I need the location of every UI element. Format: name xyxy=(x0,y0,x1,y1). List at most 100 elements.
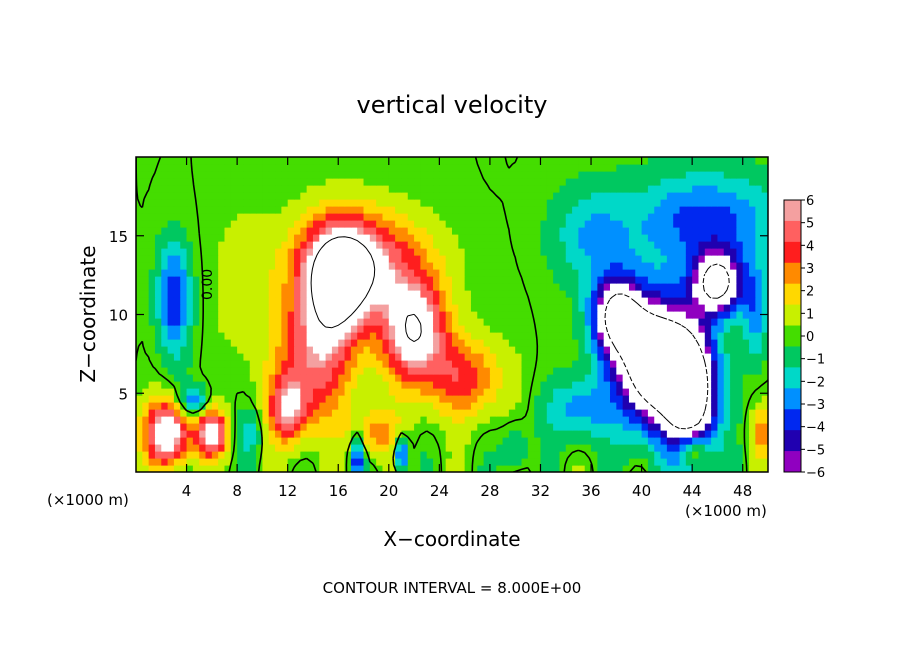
heatmap-cell xyxy=(275,325,282,333)
heatmap-cell xyxy=(199,213,207,221)
heatmap-cell xyxy=(167,234,175,242)
heatmap-cell xyxy=(742,157,750,165)
heatmap-cell xyxy=(477,234,485,242)
heatmap-cell xyxy=(300,339,308,347)
heatmap-cell xyxy=(148,353,156,361)
heatmap-cell xyxy=(439,164,447,172)
heatmap-cell xyxy=(723,220,731,228)
heatmap-cell xyxy=(654,213,662,221)
heatmap-cell xyxy=(452,241,459,249)
heatmap-cell xyxy=(401,388,409,396)
heatmap-cell xyxy=(723,409,731,417)
heatmap-cell xyxy=(534,178,542,186)
heatmap-cell xyxy=(717,192,725,200)
heatmap-cell xyxy=(401,255,409,263)
heatmap-cell xyxy=(142,290,150,298)
heatmap-cell xyxy=(382,192,390,200)
heatmap-cell xyxy=(224,248,232,256)
heatmap-cell xyxy=(439,262,447,270)
heatmap-cell xyxy=(742,318,750,326)
heatmap-cell xyxy=(711,220,719,228)
heatmap-cell xyxy=(420,297,428,305)
heatmap-cell xyxy=(218,346,226,354)
heatmap-cell xyxy=(527,290,535,298)
heatmap-cell xyxy=(578,332,586,340)
heatmap-cell xyxy=(717,437,725,445)
heatmap-cell xyxy=(711,395,719,403)
heatmap-cell xyxy=(205,437,213,445)
heatmap-cell xyxy=(350,185,358,193)
heatmap-cell xyxy=(388,157,396,165)
heatmap-cell xyxy=(464,318,472,326)
heatmap-cell xyxy=(281,332,289,340)
heatmap-cell xyxy=(382,311,390,319)
heatmap-cell xyxy=(192,332,200,340)
heatmap-cell xyxy=(388,311,396,319)
heatmap-cell xyxy=(723,437,731,445)
heatmap-cell xyxy=(256,409,263,417)
heatmap-cell xyxy=(749,465,756,472)
heatmap-cell xyxy=(742,402,750,410)
heatmap-cell xyxy=(243,465,251,472)
heatmap-cell xyxy=(350,290,358,298)
heatmap-cell xyxy=(186,241,194,249)
heatmap-cell xyxy=(275,276,282,284)
heatmap-cell xyxy=(350,346,358,354)
heatmap-cell xyxy=(597,402,605,410)
heatmap-cell xyxy=(496,395,504,403)
heatmap-cell xyxy=(237,199,245,207)
heatmap-cell xyxy=(761,360,768,368)
heatmap-cell xyxy=(527,367,535,375)
heatmap-cell xyxy=(369,374,377,382)
heatmap-cell xyxy=(483,353,491,361)
heatmap-cell xyxy=(363,346,371,354)
heatmap-cell xyxy=(180,220,188,228)
heatmap-cell xyxy=(692,283,700,291)
heatmap-cell xyxy=(641,220,649,228)
contour-interval-note: CONTOUR INTERVAL = 8.000E+00 xyxy=(323,579,582,597)
heatmap-cell xyxy=(597,241,605,249)
heatmap-cell xyxy=(331,437,339,445)
heatmap-cell xyxy=(262,199,270,207)
heatmap-cell xyxy=(572,220,579,228)
heatmap-cell xyxy=(256,269,263,277)
heatmap-cell xyxy=(426,248,434,256)
heatmap-cell xyxy=(458,311,466,319)
heatmap-cell xyxy=(230,353,238,361)
heatmap-cell xyxy=(363,304,371,312)
heatmap-cell xyxy=(407,255,415,263)
heatmap-cell xyxy=(597,430,605,438)
heatmap-cell xyxy=(205,199,213,207)
heatmap-cell xyxy=(761,444,768,452)
heatmap-cell xyxy=(224,255,232,263)
heatmap-cell xyxy=(211,171,219,179)
x-tick-label: 4 xyxy=(182,482,192,500)
heatmap-cell xyxy=(161,311,169,319)
heatmap-cell xyxy=(294,465,301,472)
heatmap-cell xyxy=(306,248,314,256)
chart-title: vertical velocity xyxy=(357,91,548,119)
heatmap-cell xyxy=(350,409,358,417)
heatmap-cell xyxy=(199,178,207,186)
heatmap-cell xyxy=(211,269,219,277)
heatmap-cell xyxy=(647,318,655,326)
heatmap-cell xyxy=(420,423,428,431)
heatmap-cell xyxy=(458,227,466,235)
heatmap-cell xyxy=(685,213,693,221)
heatmap-cell xyxy=(439,269,447,277)
heatmap-cell xyxy=(616,409,624,417)
heatmap-cell xyxy=(401,234,409,242)
heatmap-cell xyxy=(319,409,327,417)
heatmap-cell xyxy=(546,304,554,312)
heatmap-cell xyxy=(584,409,592,417)
heatmap-cell xyxy=(382,255,390,263)
heatmap-cell xyxy=(319,199,327,207)
heatmap-cell xyxy=(704,227,712,235)
heatmap-cell xyxy=(591,346,598,354)
heatmap-cell xyxy=(199,360,207,368)
heatmap-cell xyxy=(186,283,194,291)
heatmap-cell xyxy=(521,290,529,298)
heatmap-cell xyxy=(319,157,327,165)
heatmap-cell xyxy=(331,367,339,375)
heatmap-cell xyxy=(730,367,737,375)
